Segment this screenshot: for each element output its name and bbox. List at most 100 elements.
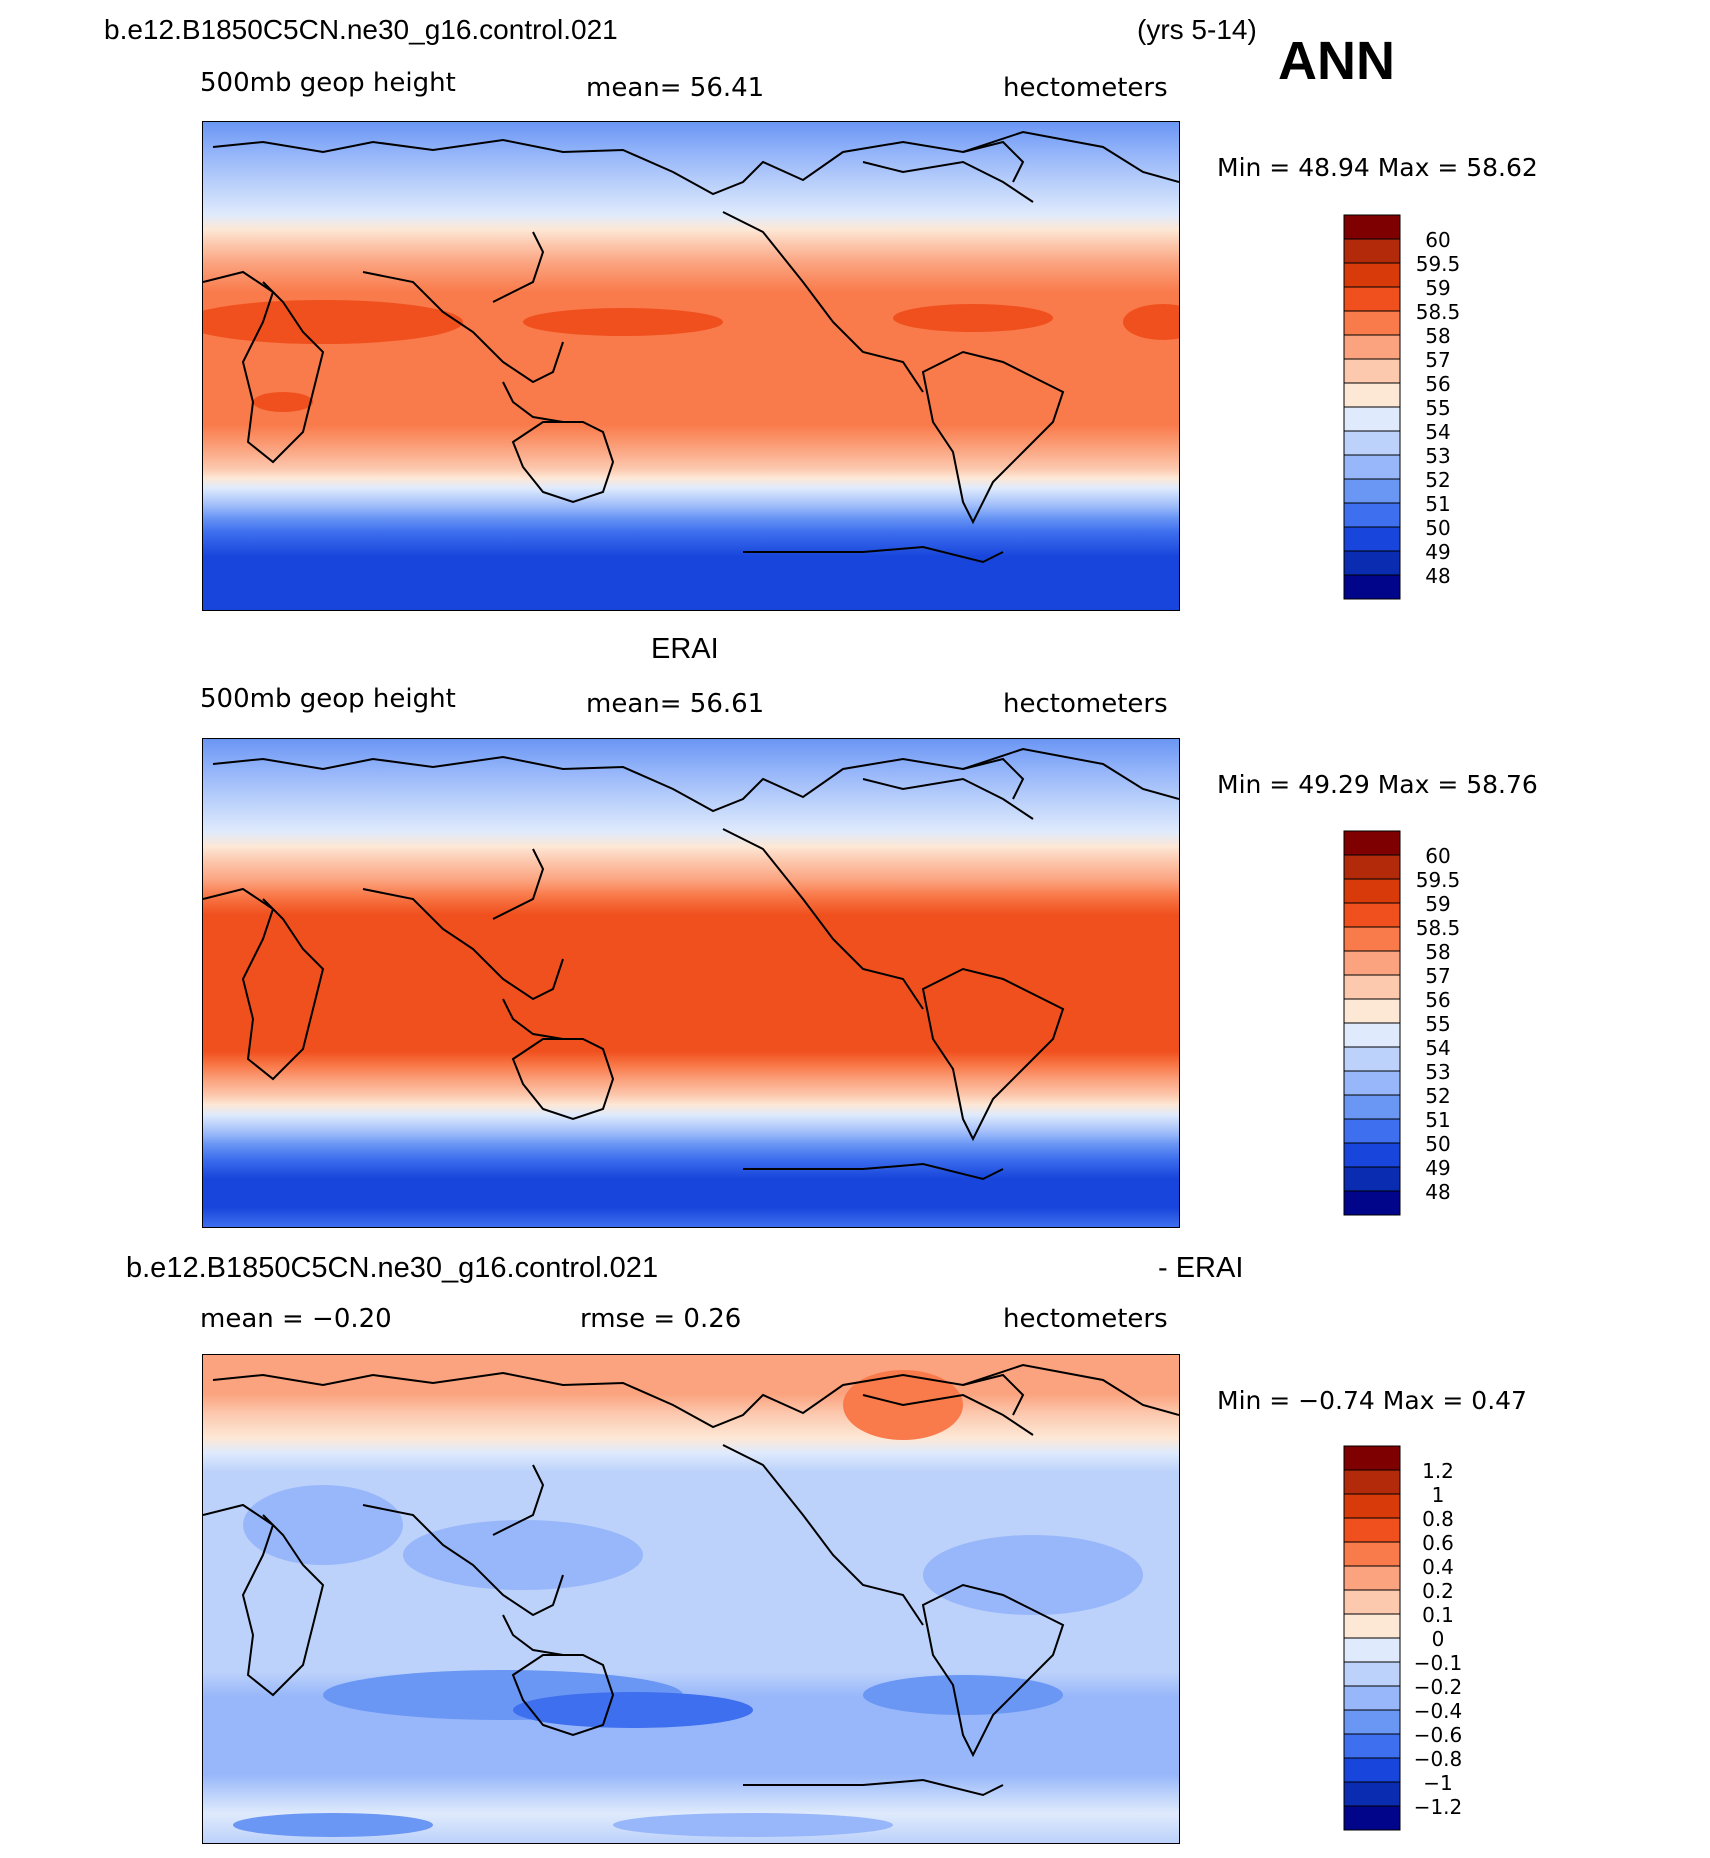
panel-diff-rmse: rmse = 0.26 bbox=[580, 1304, 742, 1334]
colorbar-swatch bbox=[1343, 574, 1401, 600]
colorbar-label: 60 bbox=[1425, 844, 1450, 868]
colorbar-label: 58.5 bbox=[1416, 300, 1461, 324]
colorbar-swatch bbox=[1343, 382, 1401, 408]
colorbar-swatch bbox=[1343, 286, 1401, 312]
colorbar-swatch bbox=[1343, 1709, 1401, 1735]
colorbar-label: 58 bbox=[1425, 324, 1450, 348]
colorbar-label: 48 bbox=[1425, 564, 1450, 588]
colorbar-label: 48 bbox=[1425, 1180, 1450, 1204]
model-coastlines bbox=[203, 130, 1179, 564]
colorbar-label: −0.1 bbox=[1414, 1651, 1463, 1675]
colorbar-swatch bbox=[1343, 1781, 1401, 1807]
colorbar-label: 60 bbox=[1425, 228, 1450, 252]
colorbar-label: 54 bbox=[1425, 420, 1450, 444]
colorbar-label: 57 bbox=[1425, 348, 1450, 372]
panel-diff-mean: mean = −0.20 bbox=[200, 1304, 392, 1334]
colorbar-label: 59.5 bbox=[1416, 868, 1461, 892]
colorbar-swatch bbox=[1343, 902, 1401, 928]
model-field bbox=[203, 122, 1179, 610]
panel-obs-variable: 500mb geop height bbox=[200, 684, 456, 714]
colorbar-swatch bbox=[1343, 1757, 1401, 1783]
colorbar-swatch bbox=[1343, 310, 1401, 336]
panel-diff-units: hectometers bbox=[1003, 1304, 1168, 1334]
colorbar-swatch bbox=[1343, 1565, 1401, 1591]
colorbar-swatch bbox=[1343, 1022, 1401, 1048]
colorbar-swatch bbox=[1343, 526, 1401, 552]
colorbar-swatch bbox=[1343, 1685, 1401, 1711]
obs-coastlines bbox=[203, 747, 1179, 1181]
colorbar-label: 54 bbox=[1425, 1036, 1450, 1060]
colorbar-swatch bbox=[1343, 406, 1401, 432]
colorbar-label: −0.8 bbox=[1414, 1747, 1463, 1771]
colorbar-swatch bbox=[1343, 1805, 1401, 1831]
colorbar-swatch bbox=[1343, 1142, 1401, 1168]
colorbar-label: 1 bbox=[1432, 1483, 1445, 1507]
colorbar-label: 1.2 bbox=[1422, 1459, 1454, 1483]
diff-coastlines bbox=[203, 1363, 1179, 1797]
colorbar-label: 0.2 bbox=[1422, 1579, 1454, 1603]
colorbar-label: 50 bbox=[1425, 1132, 1450, 1156]
colorbar-swatch bbox=[1343, 1661, 1401, 1687]
colorbar-swatch bbox=[1343, 830, 1401, 856]
panel-obs-minmax: Min = 49.29 Max = 58.76 bbox=[1217, 770, 1538, 799]
colorbar-label: 53 bbox=[1425, 1060, 1450, 1084]
colorbar-swatch bbox=[1343, 998, 1401, 1024]
colorbar-swatch bbox=[1343, 1166, 1401, 1192]
colorbar-swatch bbox=[1343, 1517, 1401, 1543]
colorbar-label: 59 bbox=[1425, 276, 1450, 300]
colorbar-swatch bbox=[1343, 262, 1401, 288]
panel-model-units: hectometers bbox=[1003, 73, 1168, 103]
colorbar-swatch bbox=[1343, 1493, 1401, 1519]
colorbar-swatch bbox=[1343, 1445, 1401, 1471]
colorbar-swatch bbox=[1343, 430, 1401, 456]
panel-obs-title: ERAI bbox=[651, 633, 719, 665]
colorbar-label: 52 bbox=[1425, 468, 1450, 492]
panel-model-colorbar: 60 59.5 59 58.5 58 57 56 55 54 53 52 51 50 49 48 bbox=[1343, 214, 1483, 604]
colorbar-label: 49 bbox=[1425, 1156, 1450, 1180]
colorbar-label: −1 bbox=[1423, 1771, 1452, 1795]
panel-model-mean: mean= 56.41 bbox=[586, 73, 765, 103]
colorbar-swatch bbox=[1343, 878, 1401, 904]
colorbar-swatch bbox=[1343, 1637, 1401, 1663]
panel-model-minmax: Min = 48.94 Max = 58.62 bbox=[1217, 153, 1538, 182]
panel-model-variable: 500mb geop height bbox=[200, 68, 456, 98]
colorbar-label: 59 bbox=[1425, 892, 1450, 916]
diff-field bbox=[203, 1355, 1179, 1843]
colorbar-swatch bbox=[1343, 334, 1401, 360]
colorbar-label: 59.5 bbox=[1416, 252, 1461, 276]
colorbar-label: −0.2 bbox=[1414, 1675, 1463, 1699]
colorbar-label: 56 bbox=[1425, 372, 1450, 396]
colorbar-label: −0.6 bbox=[1414, 1723, 1463, 1747]
colorbar-label: −0.4 bbox=[1414, 1699, 1463, 1723]
colorbar-diff: 1.210.80.60.40.20.10−0.1−0.2−0.4−0.6−0.8… bbox=[1343, 1445, 1463, 1831]
colorbar-swatch bbox=[1343, 1589, 1401, 1615]
colorbar-label: 49 bbox=[1425, 540, 1450, 564]
colorbar-swatch bbox=[1343, 478, 1401, 504]
season-label: ANN bbox=[1278, 31, 1395, 91]
colorbar-label: 51 bbox=[1425, 492, 1450, 516]
panel-model-map bbox=[202, 121, 1180, 611]
colorbar-swatch bbox=[1343, 1094, 1401, 1120]
colorbar-swatch bbox=[1343, 358, 1401, 384]
colorbar-label: 56 bbox=[1425, 988, 1450, 1012]
colorbar-swatch bbox=[1343, 1541, 1401, 1567]
colorbar-label: −1.2 bbox=[1414, 1795, 1463, 1819]
colorbar-label: 52 bbox=[1425, 1084, 1450, 1108]
colorbar-swatch bbox=[1343, 974, 1401, 1000]
colorbar-swatch bbox=[1343, 550, 1401, 576]
years-label: (yrs 5-14) bbox=[1137, 14, 1257, 45]
colorbar-label: 0.8 bbox=[1422, 1507, 1454, 1531]
colorbar-label: 55 bbox=[1425, 1012, 1450, 1036]
panel-diff-title: b.e12.B1850C5CN.ne30_g16.control.021 bbox=[126, 1252, 659, 1284]
colorbar-label: 51 bbox=[1425, 1108, 1450, 1132]
colorbar-label: 53 bbox=[1425, 444, 1450, 468]
colorbar-swatch bbox=[1343, 1190, 1401, 1216]
colorbar-swatch bbox=[1343, 926, 1401, 952]
obs-field bbox=[203, 739, 1179, 1227]
case-title: b.e12.B1850C5CN.ne30_g16.control.021 bbox=[104, 14, 618, 45]
panel-diff-map bbox=[202, 1354, 1180, 1844]
panel-diff-minmax: Min = −0.74 Max = 0.47 bbox=[1217, 1386, 1527, 1415]
panel-obs-mean: mean= 56.61 bbox=[586, 689, 765, 719]
panel-diff-title-suffix: - ERAI bbox=[1158, 1252, 1244, 1284]
